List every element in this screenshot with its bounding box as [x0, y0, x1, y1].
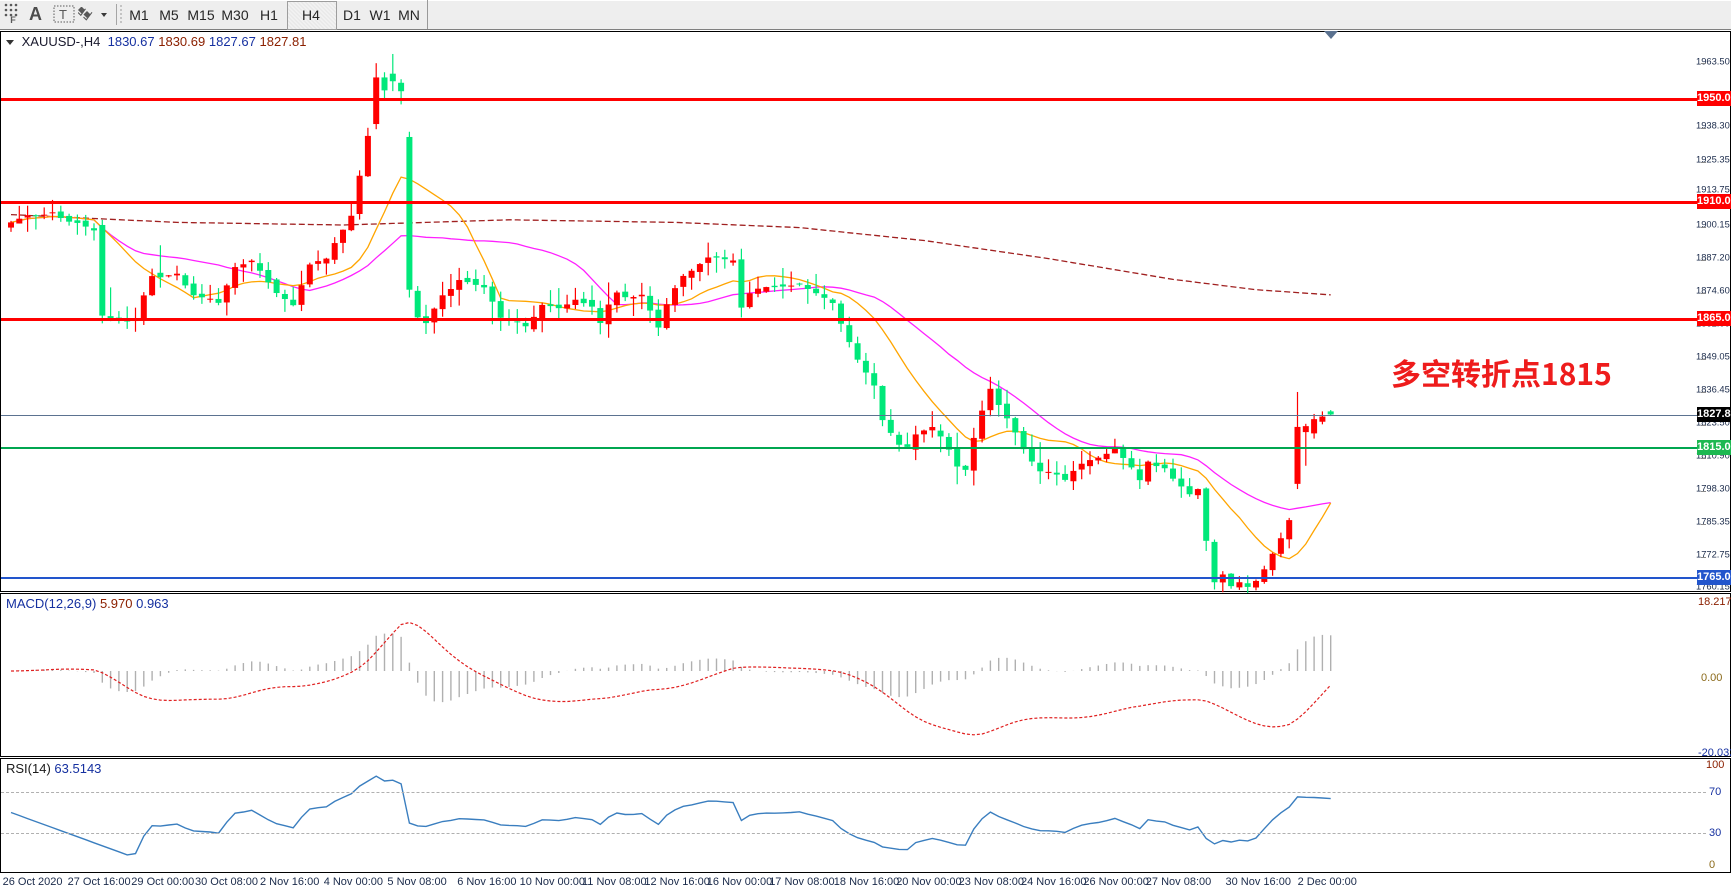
svg-text:T: T [59, 7, 67, 22]
svg-text:F: F [10, 15, 16, 24]
